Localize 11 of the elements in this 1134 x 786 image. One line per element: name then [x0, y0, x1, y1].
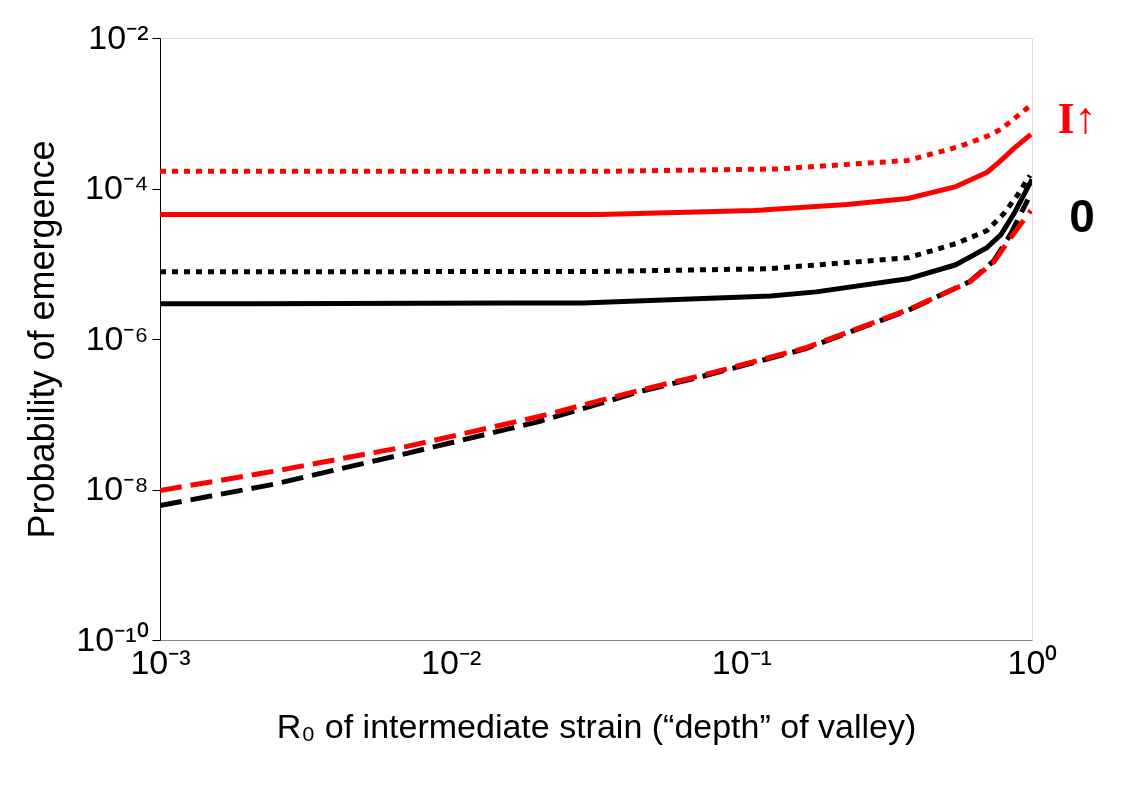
text: I↑ [1057, 94, 1097, 143]
x-tick-label: 10⁻¹ [711, 642, 772, 681]
x-tick-label: 10⁰ [1007, 642, 1058, 681]
x-axis-title: R₀ of intermediate strain (“depth” of valley) [276, 706, 917, 745]
y-tick-label: 10⁻⁶ [85, 318, 149, 357]
y-tick-label: 10⁻² [88, 17, 149, 56]
y-tick-label: 10⁻⁸ [85, 469, 149, 507]
y-tick-label: 10⁻⁴ [85, 168, 149, 206]
text: 0 [1069, 190, 1095, 242]
x-tick-label: 10⁻² [421, 642, 482, 681]
y-axis-title: Probability of emergence [21, 140, 63, 539]
